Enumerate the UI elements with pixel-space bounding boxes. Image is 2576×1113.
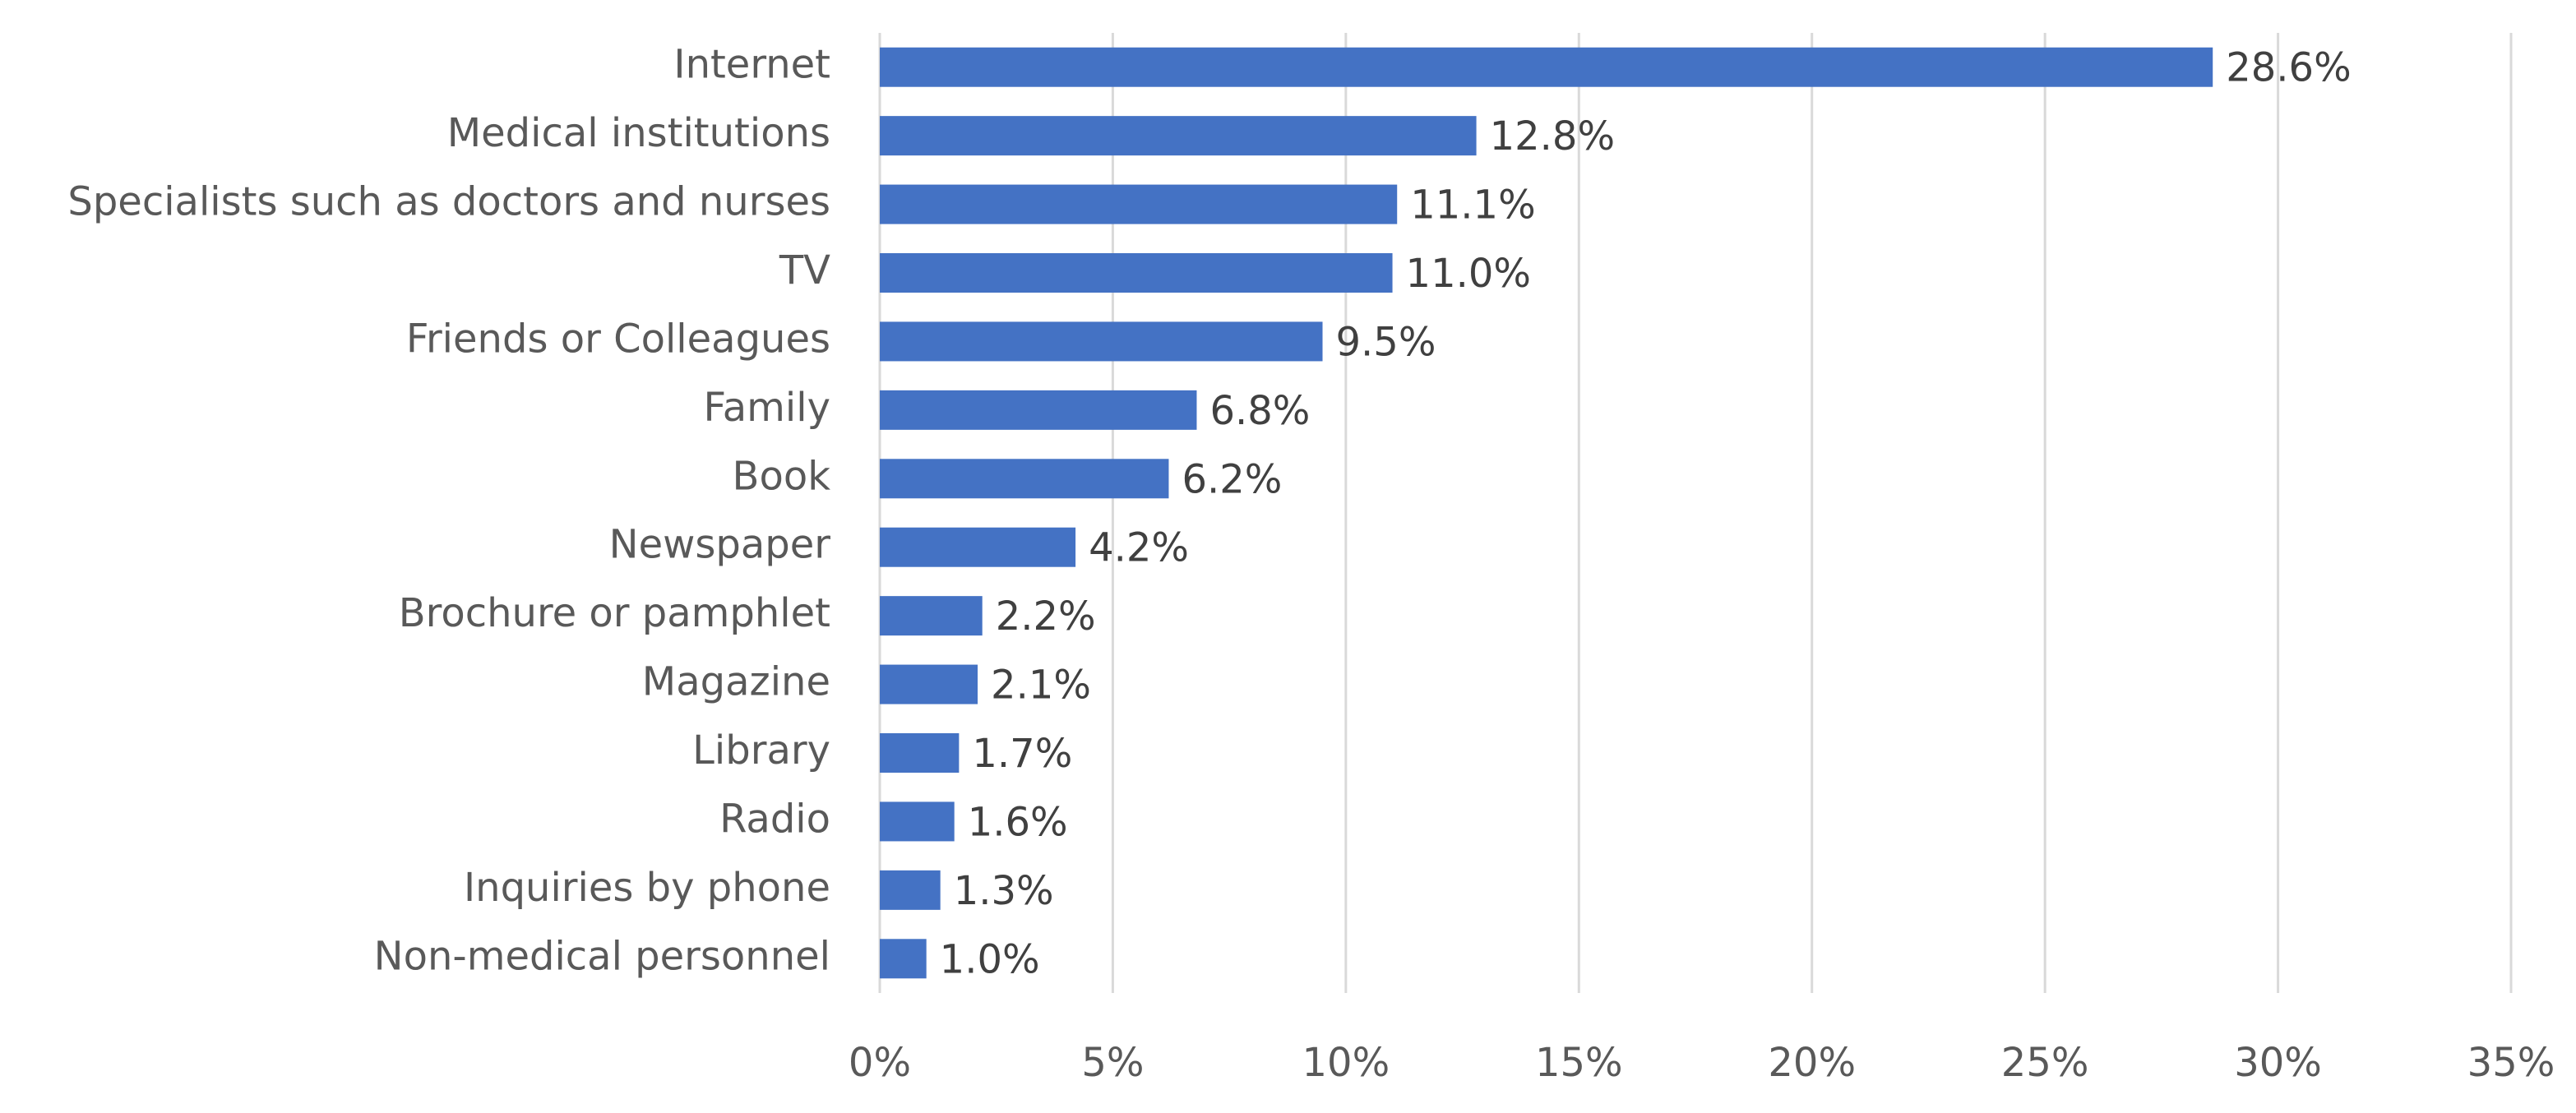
bar [880, 870, 941, 910]
data-label: 1.0% [940, 936, 1040, 982]
data-label: 4.2% [1089, 525, 1189, 571]
bar [880, 253, 1393, 293]
x-tick-label: 10% [1302, 1040, 1390, 1086]
data-label: 11.0% [1406, 251, 1531, 297]
bar [880, 390, 1197, 430]
data-label: 1.6% [968, 799, 1068, 845]
data-label: 11.1% [1410, 182, 1535, 229]
x-tick-label: 30% [2234, 1040, 2322, 1086]
y-tick-label: Friends or Colleagues [406, 316, 830, 362]
y-tick-label: Specialists such as doctors and nurses [67, 179, 830, 225]
bar [880, 527, 1076, 567]
y-tick-label: Brochure or pamphlet [399, 590, 830, 636]
y-tick-label: Newspaper [609, 522, 831, 568]
data-label: 1.3% [954, 868, 1054, 914]
data-label: 6.8% [1209, 388, 1310, 434]
data-label: 12.8% [1490, 113, 1615, 159]
bar [880, 664, 978, 704]
y-tick-label: TV [779, 247, 830, 293]
x-tick-label: 25% [2001, 1040, 2089, 1086]
bar [880, 116, 1477, 156]
x-tick-label: 0% [849, 1040, 911, 1086]
y-tick-label: Family [704, 385, 830, 431]
y-tick-label: Magazine [642, 659, 830, 705]
data-label: 1.7% [972, 731, 1072, 777]
bar [880, 801, 955, 842]
bar [880, 47, 2213, 87]
data-label: 2.2% [996, 593, 1096, 640]
bar [880, 321, 1323, 362]
data-label: 28.6% [2226, 45, 2351, 91]
x-tick-label: 35% [2467, 1040, 2555, 1086]
y-tick-label: Medical institutions [447, 110, 830, 156]
bar [880, 459, 1169, 499]
y-tick-label: Inquiries by phone [464, 865, 830, 911]
x-tick-label: 5% [1081, 1040, 1144, 1086]
y-tick-label: Non-medical personnel [374, 933, 830, 979]
bar [880, 733, 960, 773]
bar [880, 596, 983, 636]
bar [880, 184, 1398, 224]
data-label: 9.5% [1336, 319, 1436, 365]
y-tick-label: Internet [673, 42, 830, 88]
x-tick-label: 15% [1535, 1040, 1623, 1086]
y-tick-label: Library [692, 727, 830, 774]
x-tick-label: 20% [1768, 1040, 1856, 1086]
y-tick-label: Book [733, 453, 831, 499]
y-tick-label: Radio [719, 796, 830, 842]
data-label: 2.1% [991, 663, 1091, 709]
data-label: 6.2% [1182, 456, 1282, 502]
bar [880, 939, 927, 979]
